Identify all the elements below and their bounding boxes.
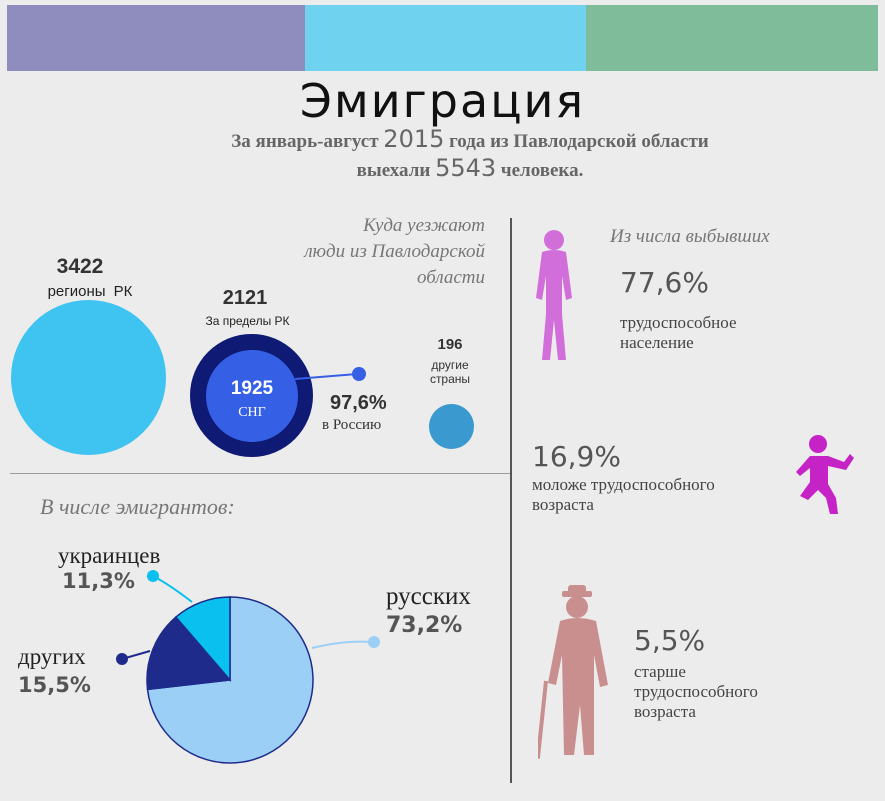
pie-value-russians: 73,2% xyxy=(386,613,463,638)
old-label: старше трудоспособного возраста xyxy=(634,662,758,721)
russia-pct: 97,6% xyxy=(330,392,387,414)
cis-label: СНГ xyxy=(238,405,266,420)
working-person-icon xyxy=(536,230,572,360)
elderly-man-icon xyxy=(538,585,608,759)
working-pct: 77,6% xyxy=(620,266,709,299)
young-label: моложе трудоспособного возраста xyxy=(532,475,715,514)
emigrants-pie-chart xyxy=(146,596,314,764)
page-subtitle: За январь-август 2015 года из Павлодарск… xyxy=(231,125,709,182)
pie-leader-lines xyxy=(116,570,380,665)
other-label: другие страны xyxy=(429,358,471,386)
year-value: 2015 xyxy=(383,125,445,153)
pie-label-russians: русских xyxy=(386,583,471,610)
pie-value-other: 15,5% xyxy=(18,673,91,697)
young-pct: 16,9% xyxy=(532,440,621,473)
horizontal-divider xyxy=(10,473,510,474)
cis-value: 1925 xyxy=(230,378,274,399)
top-bar-cyan xyxy=(305,5,586,71)
running-child-icon xyxy=(796,435,854,514)
top-bar-purple xyxy=(7,5,305,71)
other-value: 196 xyxy=(437,336,463,353)
other-circle xyxy=(429,404,474,449)
pie-slice-2 xyxy=(174,596,231,683)
rk-value: 3422 xyxy=(56,255,104,278)
vertical-divider xyxy=(510,218,512,783)
cis-circle xyxy=(206,350,298,442)
russia-label: в Россию xyxy=(322,417,382,433)
working-label: трудоспособное население xyxy=(620,313,737,352)
rk-label: регионы РК xyxy=(47,283,133,300)
pie-title: В числе эмигрантов: xyxy=(40,494,235,519)
russia-connector xyxy=(295,367,366,381)
leavers-heading: Из числа выбывших xyxy=(610,226,770,247)
rk-circle xyxy=(11,300,166,455)
top-bar-green xyxy=(586,5,878,71)
where-heading: Куда уезжают люди из Павлодарской област… xyxy=(304,215,485,288)
page-title: Эмиграция xyxy=(299,74,586,128)
total-count: 5543 xyxy=(435,154,497,182)
pie-label-other: других xyxy=(18,644,86,669)
old-pct: 5,5% xyxy=(634,624,706,657)
pie-value-ukrainians: 11,3% xyxy=(62,569,135,593)
pie-label-ukrainians: украинцев xyxy=(58,543,161,568)
abroad-label: За пределы РК xyxy=(205,314,290,328)
abroad-value: 2121 xyxy=(222,287,268,309)
pie-slice-1 xyxy=(146,615,232,691)
